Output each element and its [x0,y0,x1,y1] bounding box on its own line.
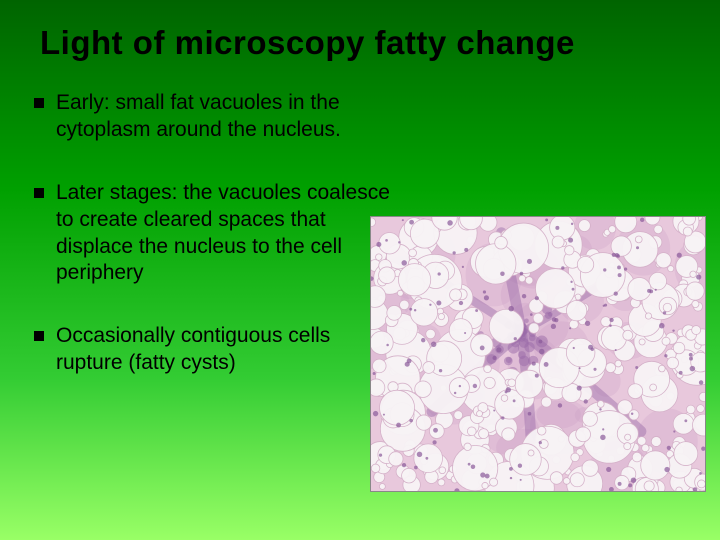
bullet-list: Early: small fat vacuoles in the cytopla… [0,82,390,377]
bullet-marker-icon [34,188,44,198]
bullet-text: Occasionally contiguous cells rupture (f… [56,323,390,377]
bullet-marker-icon [34,98,44,108]
list-item: Early: small fat vacuoles in the cytopla… [34,90,390,144]
bullet-text: Later stages: the vacuoles coalesce to c… [56,180,390,288]
bullet-text: Early: small fat vacuoles in the cytopla… [56,90,390,144]
histology-image [370,216,706,492]
list-item: Occasionally contiguous cells rupture (f… [34,323,390,377]
bullet-marker-icon [34,331,44,341]
list-item: Later stages: the vacuoles coalesce to c… [34,180,390,288]
slide-title: Light of microscopy fatty change [0,0,720,82]
